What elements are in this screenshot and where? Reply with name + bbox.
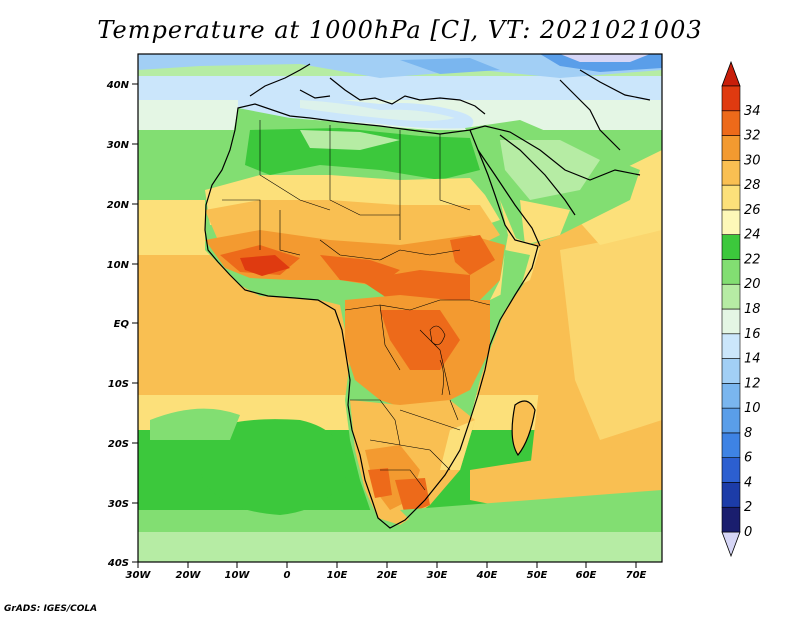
lon-label-10w: 10W <box>225 570 251 581</box>
map-frame <box>137 53 663 563</box>
colorbar-swatch <box>721 110 741 136</box>
colorbar-swatch <box>721 407 741 434</box>
lon-label-30e: 30E <box>427 570 448 581</box>
colorbar-swatch <box>721 506 741 533</box>
colorbar-swatch <box>721 259 741 285</box>
colorbar-swatch <box>721 135 741 161</box>
colorbar-swatch <box>721 308 741 335</box>
lon-label-70e: 70E <box>626 570 647 581</box>
colorbar-swatch <box>721 432 741 458</box>
lon-label-20e: 20E <box>377 570 398 581</box>
colorbar-under-triangle <box>721 531 741 558</box>
colorbar-label: 16 <box>744 327 761 342</box>
lat-label-10s: 10S <box>108 379 129 390</box>
colorbar-swatch <box>721 85 741 112</box>
colorbar-label: 14 <box>744 352 761 367</box>
colorbar-swatch <box>721 283 741 310</box>
colorbar-label: 0 <box>744 525 752 540</box>
colorbar-swatch <box>721 209 741 235</box>
lat-label-eq: EQ <box>114 319 130 330</box>
colorbar-label: 26 <box>744 203 761 218</box>
lon-label-0: 0 <box>284 570 291 581</box>
colorbar-swatch <box>721 383 741 409</box>
colorbar-swatch <box>721 333 741 359</box>
lon-label-50e: 50E <box>527 570 548 581</box>
colorbar-label: 20 <box>744 277 761 292</box>
colorbar-label: 32 <box>744 129 761 144</box>
colorbar-label: 30 <box>744 153 761 168</box>
colorbar-label: 4 <box>744 475 752 490</box>
lon-label-30w: 30W <box>126 570 152 581</box>
colorbar-label: 18 <box>744 302 761 317</box>
lat-label-40s: 40S <box>107 558 129 569</box>
colorbar-label: 24 <box>744 228 761 243</box>
colorbar-label: 22 <box>744 252 761 267</box>
lat-label-10n: 10N <box>107 260 130 271</box>
colorbar-label: 8 <box>744 426 752 441</box>
lon-label-40e: 40E <box>476 570 498 581</box>
colorbar-swatch <box>721 457 741 483</box>
credit-text: GrADS: IGES/COLA <box>4 604 98 614</box>
lon-label-60e: 60E <box>576 570 597 581</box>
colorbar-swatch <box>721 184 741 211</box>
lat-label-40n: 40N <box>106 80 130 91</box>
colorbar-swatch <box>721 160 741 186</box>
chart-title: Temperature at 1000hPa [C], VT: 20210210… <box>97 16 703 44</box>
colorbar-label: 2 <box>744 500 752 515</box>
lat-label-30n: 30N <box>107 140 130 151</box>
colorbar-swatch <box>721 234 741 260</box>
country-borders <box>222 120 491 491</box>
colorbar-label: 10 <box>744 401 761 416</box>
lon-label-10e: 10E <box>327 570 348 581</box>
lat-label-30s: 30S <box>108 499 129 510</box>
colorbar-label: 28 <box>744 178 761 193</box>
colorbar-label: 12 <box>744 376 761 391</box>
lon-label-20w: 20W <box>176 570 202 581</box>
temperature-field <box>138 54 662 562</box>
colorbar-over-triangle <box>721 60 741 87</box>
colorbar-label: 34 <box>744 104 761 119</box>
colorbar-swatch <box>721 482 741 508</box>
colorbar-swatch <box>721 358 741 384</box>
colorbar <box>721 60 741 558</box>
colorbar-label: 6 <box>744 451 752 466</box>
lat-label-20s: 20S <box>108 439 129 450</box>
lat-label-20n: 20N <box>107 200 130 211</box>
coastlines <box>204 63 651 529</box>
